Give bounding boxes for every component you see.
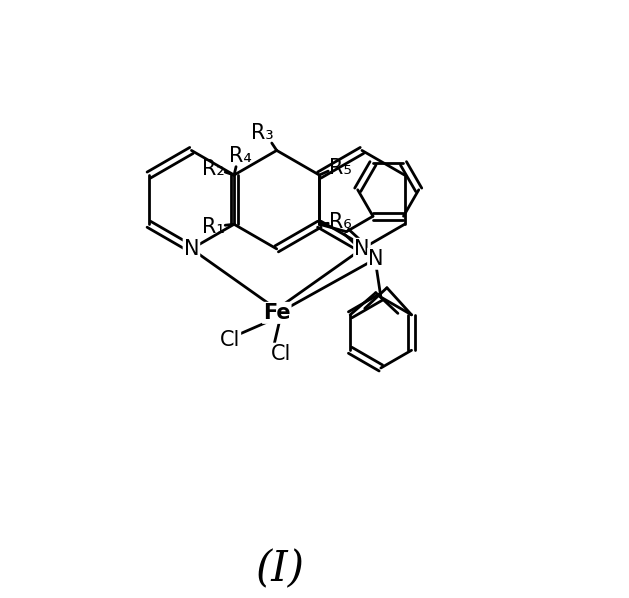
Text: R₁: R₁ (202, 216, 225, 237)
Text: R₂: R₂ (202, 159, 225, 179)
Text: (I): (I) (255, 548, 304, 590)
Text: N: N (354, 239, 370, 259)
Text: N: N (184, 239, 199, 259)
Text: R₄: R₄ (228, 147, 252, 166)
Text: Cl: Cl (220, 330, 240, 350)
Text: R₆: R₆ (329, 212, 352, 232)
Text: N: N (368, 249, 384, 269)
Text: R₃: R₃ (250, 123, 273, 143)
Text: Fe: Fe (263, 303, 291, 323)
Text: Cl: Cl (270, 344, 291, 364)
Text: R₅: R₅ (328, 158, 352, 178)
